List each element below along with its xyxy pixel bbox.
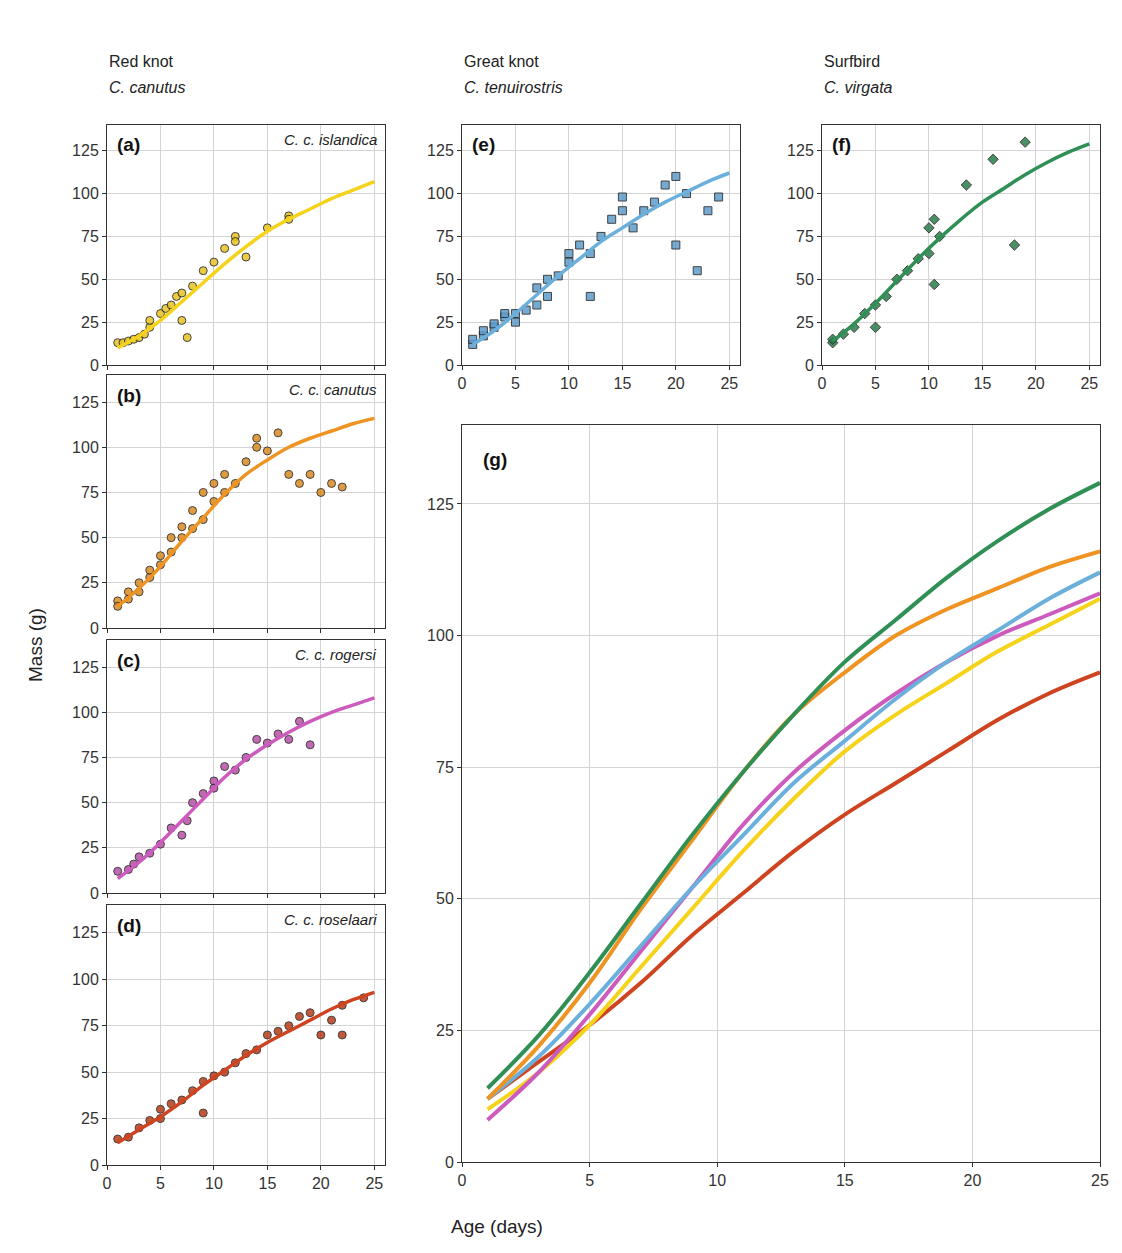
- svg-text:50: 50: [436, 271, 454, 288]
- svg-text:100: 100: [72, 439, 99, 456]
- svg-text:C. virgata: C. virgata: [824, 79, 893, 96]
- svg-text:(e): (e): [472, 134, 495, 155]
- svg-text:25: 25: [1080, 375, 1098, 392]
- svg-text:25: 25: [81, 314, 99, 331]
- svg-text:C. c. roselaari: C. c. roselaari: [284, 911, 377, 928]
- svg-text:25: 25: [436, 1022, 454, 1039]
- svg-text:25: 25: [81, 574, 99, 591]
- svg-text:15: 15: [258, 1175, 276, 1192]
- svg-text:20: 20: [667, 375, 685, 392]
- svg-text:100: 100: [427, 185, 454, 202]
- svg-text:75: 75: [81, 228, 99, 245]
- svg-text:25: 25: [436, 314, 454, 331]
- svg-text:100: 100: [787, 185, 814, 202]
- svg-text:100: 100: [72, 185, 99, 202]
- svg-text:15: 15: [836, 1172, 854, 1189]
- svg-text:75: 75: [796, 228, 814, 245]
- svg-text:75: 75: [81, 749, 99, 766]
- svg-text:50: 50: [81, 794, 99, 811]
- svg-text:50: 50: [796, 271, 814, 288]
- svg-text:75: 75: [436, 228, 454, 245]
- svg-text:25: 25: [81, 839, 99, 856]
- svg-text:0: 0: [458, 1172, 467, 1189]
- svg-text:50: 50: [81, 1064, 99, 1081]
- svg-text:10: 10: [560, 375, 578, 392]
- svg-text:75: 75: [81, 1017, 99, 1034]
- svg-text:125: 125: [72, 142, 99, 159]
- svg-text:20: 20: [1027, 375, 1045, 392]
- svg-text:0: 0: [445, 357, 454, 374]
- svg-text:0: 0: [445, 1154, 454, 1171]
- svg-text:C. tenuirostris: C. tenuirostris: [464, 79, 563, 96]
- svg-text:75: 75: [81, 484, 99, 501]
- svg-text:(f): (f): [832, 134, 851, 155]
- svg-text:Red knot: Red knot: [109, 53, 174, 70]
- svg-text:C. c. rogersi: C. c. rogersi: [295, 646, 377, 663]
- svg-text:C. canutus: C. canutus: [109, 79, 185, 96]
- svg-text:15: 15: [973, 375, 991, 392]
- svg-text:10: 10: [708, 1172, 726, 1189]
- svg-text:100: 100: [427, 627, 454, 644]
- svg-text:10: 10: [920, 375, 938, 392]
- svg-text:0: 0: [90, 885, 99, 902]
- svg-text:15: 15: [613, 375, 631, 392]
- svg-text:25: 25: [81, 1110, 99, 1127]
- svg-text:50: 50: [81, 271, 99, 288]
- svg-text:0: 0: [90, 357, 99, 374]
- svg-text:50: 50: [81, 529, 99, 546]
- svg-text:125: 125: [427, 496, 454, 513]
- svg-text:100: 100: [72, 704, 99, 721]
- svg-text:C. c. canutus: C. c. canutus: [289, 381, 377, 398]
- svg-text:5: 5: [585, 1172, 594, 1189]
- svg-text:25: 25: [365, 1175, 383, 1192]
- svg-text:0: 0: [818, 375, 827, 392]
- svg-text:Age (days): Age (days): [451, 1216, 543, 1237]
- svg-text:100: 100: [72, 971, 99, 988]
- svg-text:0: 0: [90, 620, 99, 637]
- svg-text:125: 125: [72, 394, 99, 411]
- svg-text:0: 0: [458, 375, 467, 392]
- svg-text:(c): (c): [117, 650, 140, 671]
- svg-text:Mass (g): Mass (g): [25, 608, 46, 682]
- svg-text:125: 125: [427, 142, 454, 159]
- svg-text:5: 5: [871, 375, 880, 392]
- svg-text:(b): (b): [117, 385, 141, 406]
- svg-text:Great knot: Great knot: [464, 53, 539, 70]
- svg-text:5: 5: [156, 1175, 165, 1192]
- svg-text:125: 125: [72, 924, 99, 941]
- svg-text:75: 75: [436, 759, 454, 776]
- svg-text:125: 125: [72, 659, 99, 676]
- svg-text:25: 25: [1091, 1172, 1109, 1189]
- svg-text:0: 0: [805, 357, 814, 374]
- svg-text:0: 0: [90, 1157, 99, 1174]
- svg-text:5: 5: [511, 375, 520, 392]
- svg-text:20: 20: [312, 1175, 330, 1192]
- svg-text:C. c. islandica: C. c. islandica: [284, 131, 377, 148]
- svg-text:(d): (d): [117, 915, 141, 936]
- svg-text:(g): (g): [483, 449, 507, 470]
- svg-text:Surfbird: Surfbird: [824, 53, 880, 70]
- svg-text:(a): (a): [117, 134, 140, 155]
- svg-text:125: 125: [787, 142, 814, 159]
- svg-text:20: 20: [964, 1172, 982, 1189]
- svg-text:25: 25: [720, 375, 738, 392]
- svg-text:25: 25: [796, 314, 814, 331]
- svg-text:50: 50: [436, 890, 454, 907]
- svg-text:10: 10: [205, 1175, 223, 1192]
- svg-text:0: 0: [103, 1175, 112, 1192]
